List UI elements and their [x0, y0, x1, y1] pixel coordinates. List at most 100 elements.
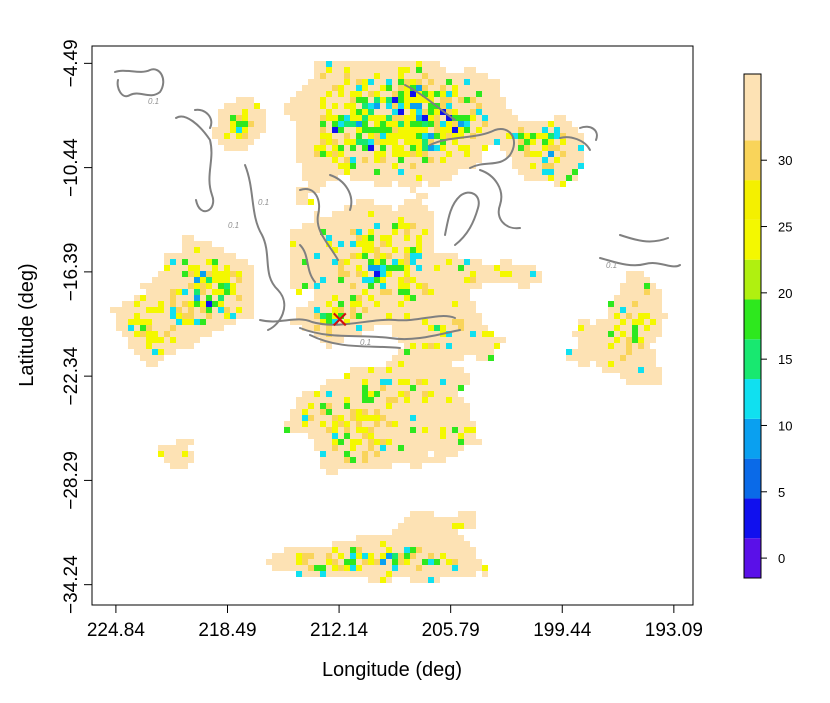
heatmap-cell	[296, 115, 302, 121]
heatmap-cell	[242, 283, 248, 289]
heatmap-cell	[332, 163, 338, 169]
heatmap-cell	[122, 313, 128, 319]
heatmap-cell	[578, 325, 584, 331]
heatmap-cell	[356, 391, 362, 397]
colorbar-swatch	[744, 219, 761, 260]
heatmap-cell	[392, 535, 398, 541]
heatmap-cell	[650, 367, 656, 373]
heatmap-cell	[356, 439, 362, 445]
heatmap-cell	[350, 319, 356, 325]
heatmap-cell	[458, 445, 464, 451]
heatmap-cell	[638, 355, 644, 361]
heatmap-cell	[422, 577, 428, 583]
heatmap-cells	[110, 61, 668, 583]
heatmap-cell	[368, 259, 374, 265]
heatmap-cell	[566, 151, 572, 157]
heatmap-cell	[236, 127, 242, 133]
heatmap-cell	[362, 553, 368, 559]
heatmap-cell	[440, 553, 446, 559]
heatmap-cell	[428, 457, 434, 463]
heatmap-cell	[458, 373, 464, 379]
heatmap-cell	[362, 301, 368, 307]
heatmap-cell	[410, 391, 416, 397]
heatmap-cell	[446, 271, 452, 277]
heatmap-cell	[326, 85, 332, 91]
heatmap-cell	[392, 79, 398, 85]
heatmap-cell	[416, 205, 422, 211]
heatmap-cell	[416, 409, 422, 415]
heatmap-cell	[398, 307, 404, 313]
heatmap-cell	[560, 133, 566, 139]
heatmap-cell	[476, 319, 482, 325]
heatmap-cell	[314, 109, 320, 115]
heatmap-cell	[350, 223, 356, 229]
heatmap-cell	[572, 133, 578, 139]
heatmap-cell	[368, 325, 374, 331]
heatmap-cell	[248, 271, 254, 277]
heatmap-cell	[224, 121, 230, 127]
heatmap-cell	[290, 271, 296, 277]
heatmap-cell	[182, 277, 188, 283]
heatmap-cell	[452, 541, 458, 547]
heatmap-cell	[350, 91, 356, 97]
heatmap-cell	[380, 289, 386, 295]
heatmap-cell	[422, 373, 428, 379]
heatmap-cell	[644, 283, 650, 289]
heatmap-cell	[320, 415, 326, 421]
heatmap-cell	[638, 313, 644, 319]
heatmap-cell	[488, 277, 494, 283]
heatmap-cell	[662, 313, 668, 319]
heatmap-cell	[374, 463, 380, 469]
heatmap-cell	[362, 259, 368, 265]
heatmap-cell	[374, 169, 380, 175]
heatmap-cell	[530, 175, 536, 181]
heatmap-cell	[320, 217, 326, 223]
heatmap-cell	[470, 271, 476, 277]
heatmap-cell	[410, 271, 416, 277]
heatmap-cell	[560, 127, 566, 133]
heatmap-cell	[392, 109, 398, 115]
heatmap-cell	[332, 433, 338, 439]
heatmap-cell	[458, 403, 464, 409]
heatmap-cell	[362, 151, 368, 157]
heatmap-cell	[656, 379, 662, 385]
heatmap-cell	[464, 523, 470, 529]
heatmap-cell	[308, 553, 314, 559]
heatmap-cell	[416, 97, 422, 103]
heatmap-cell	[134, 331, 140, 337]
heatmap-cell	[296, 415, 302, 421]
heatmap-cell	[242, 301, 248, 307]
heatmap-cell	[302, 97, 308, 103]
heatmap-cell	[644, 319, 650, 325]
heatmap-cell	[452, 127, 458, 133]
heatmap-cell	[470, 343, 476, 349]
heatmap-cell	[392, 73, 398, 79]
heatmap-cell	[464, 121, 470, 127]
heatmap-cell	[380, 451, 386, 457]
y-tick-label: −16.39	[61, 243, 82, 302]
heatmap-cell	[374, 79, 380, 85]
heatmap-cell	[452, 445, 458, 451]
heatmap-cell	[302, 415, 308, 421]
heatmap-cell	[188, 289, 194, 295]
heatmap-cell	[416, 265, 422, 271]
heatmap-cell	[332, 397, 338, 403]
heatmap-cell	[416, 559, 422, 565]
heatmap-cell	[422, 61, 428, 67]
heatmap-cell	[176, 289, 182, 295]
heatmap-cell	[164, 277, 170, 283]
heatmap-cell	[368, 367, 374, 373]
heatmap-cell	[158, 331, 164, 337]
heatmap-cell	[302, 247, 308, 253]
heatmap-cell	[464, 439, 470, 445]
heatmap-cell	[620, 355, 626, 361]
heatmap-cell	[212, 253, 218, 259]
heatmap-cell	[308, 301, 314, 307]
heatmap-cell	[308, 133, 314, 139]
heatmap-cell	[230, 127, 236, 133]
heatmap-cell	[416, 535, 422, 541]
heatmap-cell	[464, 127, 470, 133]
heatmap-cell	[392, 61, 398, 67]
heatmap-cell	[458, 145, 464, 151]
heatmap-cell	[416, 313, 422, 319]
